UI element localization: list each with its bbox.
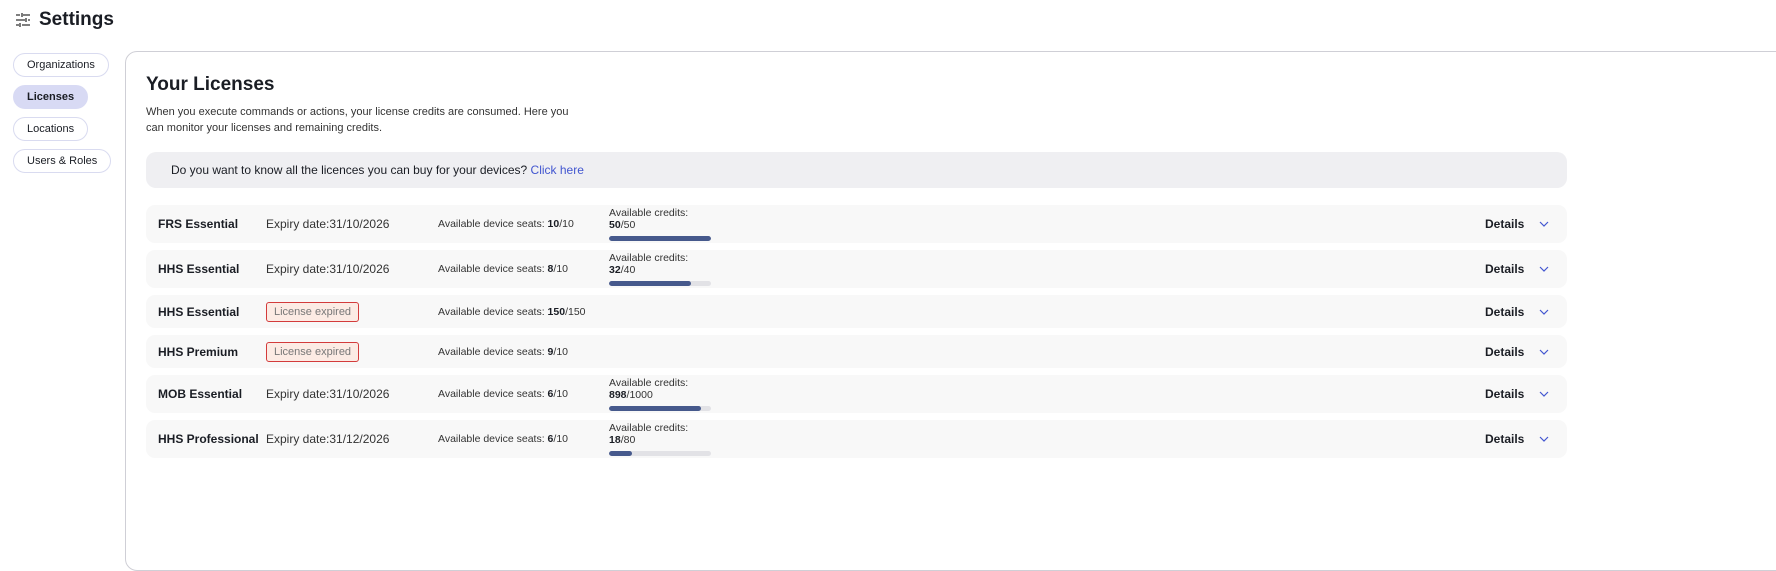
credits-available: 18 [609, 434, 621, 446]
seats-available: 6 [547, 433, 554, 445]
license-row[interactable]: HHS Professional Expiry date:31/12/2026 Av… [146, 420, 1567, 458]
seats-total: 10 [562, 218, 574, 230]
license-list: FRS Essential Expiry date:31/10/2026 Avail… [146, 205, 1567, 458]
details-button[interactable]: Details [1485, 262, 1525, 276]
chevron-down-icon[interactable] [1538, 218, 1550, 230]
credits-total: 50 [623, 219, 636, 231]
credits-available: 50 [609, 219, 621, 231]
credits-progress-bar [609, 281, 711, 286]
license-name: HHS Premium [158, 344, 239, 359]
seats-available: 8 [547, 263, 554, 275]
chevron-down-icon[interactable] [1538, 346, 1550, 358]
details-button[interactable]: Details [1485, 432, 1525, 446]
expiry-date: Expiry date:31/10/2026 [266, 387, 390, 401]
sidebar-item-licenses[interactable]: Licenses [13, 85, 89, 109]
license-name: MOB Essential [158, 387, 243, 401]
license-name: HHS Essential [158, 304, 240, 319]
credits: Available credits: 18/80 [609, 422, 711, 456]
section-title: Your Licenses [146, 74, 275, 95]
seats-total: 10 [556, 433, 568, 445]
details-button[interactable]: Details [1485, 387, 1525, 401]
credits-progress-fill [609, 406, 701, 411]
device-seats: Available device seats: 8/10 [438, 263, 568, 275]
credits: Available credits: 32/40 [609, 252, 711, 286]
license-row[interactable]: MOB Essential Expiry date:31/10/2026 Avail… [146, 375, 1567, 413]
device-seats: Available device seats: 10/10 [438, 218, 574, 230]
section-description: When you execute commands or actions, yo… [146, 106, 569, 134]
license-name: HHS Essential [158, 262, 240, 276]
credits-available: 32 [609, 264, 621, 276]
credits-total: 1000 [629, 389, 653, 401]
page-title: Settings [39, 9, 114, 30]
details-button[interactable]: Details [1485, 344, 1525, 359]
chevron-down-icon[interactable] [1538, 433, 1550, 445]
license-row[interactable]: HHS Essential License expired Available de… [146, 295, 1567, 328]
seats-total: 10 [556, 263, 568, 275]
license-name: FRS Essential [158, 217, 239, 231]
seats-label: Available device seats: [438, 263, 548, 275]
license-row[interactable]: HHS Essential Expiry date:31/10/2026 Avail… [146, 250, 1567, 288]
details-button[interactable]: Details [1485, 217, 1525, 231]
seats-total: 10 [556, 345, 568, 358]
seats-available: 9 [547, 345, 554, 358]
credits-total: 80 [623, 434, 636, 446]
seats-available: 6 [547, 388, 554, 400]
seats-label: Available device seats: [438, 433, 548, 445]
details-button[interactable]: Details [1485, 304, 1525, 319]
click-here-link[interactable]: Click here [530, 163, 584, 177]
seats-label: Available device seats: [438, 345, 548, 358]
banner-text: Do you want to know all the licences you… [171, 163, 531, 177]
device-seats: Available device seats: 6/10 [438, 388, 568, 400]
seats-label: Available device seats: [438, 388, 548, 400]
credits: Available credits: 898/1000 [609, 377, 711, 411]
chevron-down-icon[interactable] [1538, 263, 1550, 275]
expiry-date: Expiry date:31/10/2026 [266, 262, 390, 276]
seats-total: 150 [568, 305, 586, 318]
credits-progress-fill [609, 451, 632, 456]
license-row[interactable]: FRS Essential Expiry date:31/10/2026 Avail… [146, 205, 1567, 243]
credits-progress-bar [609, 236, 711, 241]
credits-label: Available credits: [609, 252, 689, 264]
seats-available: 10 [547, 218, 560, 230]
license-row[interactable]: HHS Premium License expired Available devi… [146, 335, 1567, 368]
credits-progress-bar [609, 406, 711, 411]
credits-total: 40 [623, 264, 636, 276]
device-seats: Available device seats: 9/10 [438, 345, 568, 358]
expiry-date: Expiry date:31/10/2026 [266, 217, 390, 231]
seats-available: 150 [547, 305, 566, 318]
expired-badge: License expired [266, 341, 360, 362]
seats-total: 10 [556, 388, 568, 400]
credits-progress-fill [609, 281, 691, 286]
seats-label: Available device seats: [438, 218, 548, 230]
expired-badge: License expired [266, 301, 360, 322]
credits-label: Available credits: [609, 207, 689, 219]
credits: Available credits: 50/50 [609, 207, 711, 241]
credits-progress-bar [609, 451, 711, 456]
seats-label: Available device seats: [438, 305, 548, 318]
credits-label: Available credits: [609, 377, 689, 389]
license-name: HHS Professional [158, 432, 259, 446]
sliders-icon [16, 13, 30, 27]
info-banner: Do you want to know all the licences you… [146, 152, 1567, 188]
sidebar-item-organizations[interactable]: Organizations [13, 53, 109, 77]
device-seats: Available device seats: 6/10 [438, 433, 568, 445]
sidebar-item-locations[interactable]: Locations [13, 117, 89, 141]
expiry-date: Expiry date:31/12/2026 [266, 432, 390, 446]
settings-sidebar: Organizations Licenses Locations Users &… [13, 53, 112, 173]
credits-available: 898 [609, 389, 627, 401]
chevron-down-icon[interactable] [1538, 306, 1550, 318]
sidebar-item-users-roles[interactable]: Users & Roles [13, 149, 112, 173]
credits-label: Available credits: [609, 422, 689, 434]
credits-progress-fill [609, 236, 711, 241]
chevron-down-icon[interactable] [1538, 388, 1550, 400]
page-header: Settings [15, 9, 114, 31]
device-seats: Available device seats: 150/150 [438, 305, 586, 318]
